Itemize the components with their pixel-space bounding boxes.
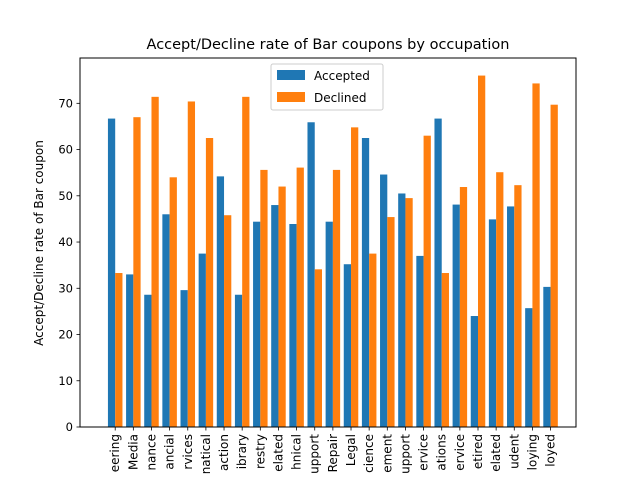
y-tick-label-4: 40	[58, 235, 73, 249]
y-tick-label-5: 50	[58, 189, 73, 203]
bar-accepted-14	[361, 138, 370, 427]
x-tick-label-9: elated	[271, 434, 285, 472]
bar-accepted-9	[271, 205, 279, 427]
bar-accepted-1	[126, 274, 134, 427]
bar-declined-12	[332, 169, 341, 427]
y-tick-label-7: 70	[58, 96, 73, 110]
bar-accepted-20	[470, 316, 478, 427]
bar-accepted-13	[343, 264, 352, 427]
x-tick-label-0: eering	[108, 434, 122, 472]
bar-accepted-16	[398, 193, 406, 427]
bar-accepted-19	[452, 204, 460, 427]
x-tick-label-3: ancial	[163, 434, 177, 470]
chart-title: Accept/Decline rate of Bar coupons by oc…	[147, 37, 510, 53]
x-tick-label-10: hnical	[290, 434, 304, 470]
y-axis: 0 10 20 30 40 50 60 70	[58, 96, 80, 434]
bar-declined-10	[296, 167, 304, 427]
bar-accepted-22	[507, 206, 515, 427]
bar-accepted-15	[380, 174, 388, 427]
y-axis-label: Accept/Decline rate of Bar coupon	[32, 140, 46, 346]
bar-accepted-0	[107, 118, 116, 427]
y-tick-label-1: 10	[58, 374, 73, 388]
bar-declined-23	[532, 83, 540, 428]
y-tick-label-2: 20	[58, 328, 73, 342]
y-tick-label-3: 30	[58, 281, 73, 295]
bar-declined-21	[496, 172, 504, 427]
x-tick-label-22: udent	[507, 434, 521, 469]
bar-declined-8	[260, 169, 268, 427]
x-tick-label-17: ervice	[417, 434, 431, 471]
x-tick-label-7: ibrary	[235, 434, 249, 469]
bar-accepted-12	[325, 221, 333, 427]
x-tick-label-24: loyed	[544, 434, 558, 467]
bar-accepted-2	[144, 294, 152, 427]
bar-declined-11	[314, 269, 322, 427]
bar-accepted-6	[216, 176, 225, 427]
legend-swatch-accepted	[277, 70, 305, 80]
legend-label-declined: Declined	[314, 91, 367, 105]
bar-declined-14	[369, 253, 377, 427]
x-tick-label-16: upport	[398, 434, 412, 474]
bar-accepted-4	[180, 290, 188, 427]
bar-accepted-17	[416, 255, 424, 427]
x-tick-label-11: upport	[308, 434, 322, 474]
x-tick-label-18: ations	[435, 434, 449, 471]
bar-accepted-24	[543, 286, 551, 427]
bar-declined-2	[151, 96, 159, 427]
legend-label-accepted: Accepted	[314, 69, 370, 83]
bar-declined-22	[514, 185, 522, 427]
bar-declined-0	[115, 273, 123, 427]
legend: Accepted Declined	[270, 63, 384, 111]
bars-group	[107, 75, 558, 428]
plot-frame	[79, 57, 577, 428]
bar-declined-1	[133, 117, 141, 427]
bar-declined-3	[169, 177, 177, 427]
bar-declined-13	[351, 127, 359, 428]
x-tick-label-8: restry	[253, 434, 267, 469]
bar-accepted-8	[253, 221, 261, 427]
x-axis: eering Media nance ancial rvices natical actio…	[108, 427, 558, 474]
x-tick-label-20: etired	[471, 434, 485, 469]
legend-swatch-declined	[277, 92, 305, 102]
x-tick-label-23: loying	[525, 434, 539, 470]
x-tick-label-15: ement	[380, 434, 394, 473]
x-tick-label-12: Repair	[326, 434, 340, 472]
x-tick-label-19: ervice	[453, 434, 467, 471]
y-tick-label-6: 60	[58, 143, 73, 157]
x-tick-label-5: natical	[199, 434, 213, 474]
bar-accepted-18	[434, 118, 442, 427]
bar-declined-19	[459, 187, 468, 427]
bar-declined-18	[441, 273, 449, 427]
bar-accepted-5	[198, 253, 206, 427]
x-tick-label-1: Media	[126, 434, 140, 470]
x-tick-label-4: rvices	[181, 434, 195, 470]
bar-declined-15	[387, 217, 395, 427]
bar-accepted-7	[234, 294, 243, 427]
bar-declined-16	[405, 198, 413, 427]
bar-declined-4	[187, 101, 196, 427]
y-tick-label-0: 0	[66, 420, 73, 434]
x-tick-label-6: action	[217, 434, 231, 471]
bar-accepted-3	[162, 214, 170, 427]
bar-accepted-21	[488, 219, 497, 427]
x-tick-label-14: cience	[362, 434, 376, 473]
x-tick-label-2: nance	[144, 434, 158, 471]
bar-accepted-11	[307, 122, 315, 428]
bar-accepted-23	[525, 308, 533, 427]
bar-declined-6	[224, 215, 232, 427]
bar-declined-5	[205, 138, 214, 427]
bar-declined-17	[423, 135, 431, 427]
x-tick-label-13: Legal	[344, 434, 358, 466]
bar-declined-7	[242, 96, 250, 427]
bar-declined-20	[478, 75, 486, 427]
bar-declined-9	[278, 186, 286, 427]
x-tick-label-21: elated	[489, 434, 503, 472]
bar-accepted-10	[289, 224, 297, 427]
bar-declined-24	[550, 104, 558, 427]
